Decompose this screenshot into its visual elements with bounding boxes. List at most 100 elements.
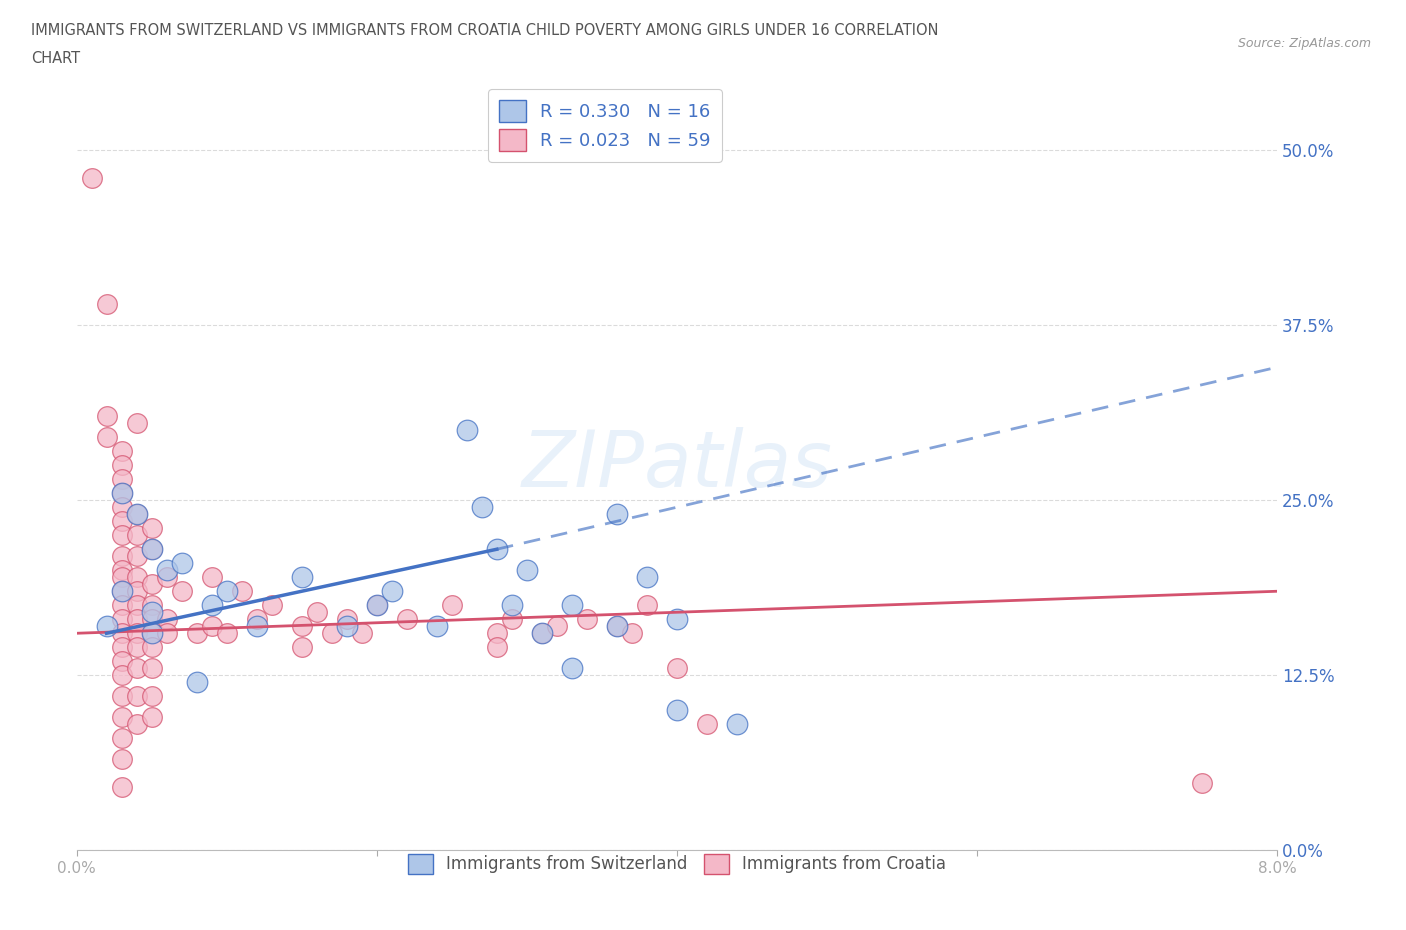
Point xyxy=(125,507,148,522)
Text: ZIPatlas: ZIPatlas xyxy=(522,427,832,503)
Point xyxy=(141,612,163,627)
Point xyxy=(125,570,148,585)
Point xyxy=(110,485,132,500)
Point xyxy=(155,570,177,585)
Point xyxy=(141,542,163,557)
Point xyxy=(141,521,163,536)
Point xyxy=(456,423,478,438)
Point xyxy=(96,430,118,445)
Point xyxy=(125,584,148,599)
Point xyxy=(155,612,177,627)
Point xyxy=(485,626,508,641)
Point xyxy=(125,612,148,627)
Point xyxy=(141,542,163,557)
Point xyxy=(96,297,118,312)
Point xyxy=(155,626,177,641)
Point xyxy=(636,570,658,585)
Point xyxy=(201,598,224,613)
Point xyxy=(110,668,132,683)
Point xyxy=(96,409,118,424)
Text: CHART: CHART xyxy=(31,51,80,66)
Point xyxy=(725,717,748,732)
Point xyxy=(336,618,359,633)
Point xyxy=(110,485,132,500)
Point xyxy=(665,703,688,718)
Point xyxy=(321,626,343,641)
Point xyxy=(575,612,598,627)
Point xyxy=(366,598,388,613)
Point xyxy=(395,612,418,627)
Point xyxy=(125,416,148,431)
Point xyxy=(426,618,449,633)
Text: IMMIGRANTS FROM SWITZERLAND VS IMMIGRANTS FROM CROATIA CHILD POVERTY AMONG GIRLS: IMMIGRANTS FROM SWITZERLAND VS IMMIGRANT… xyxy=(31,23,938,38)
Point xyxy=(141,598,163,613)
Point xyxy=(110,612,132,627)
Point xyxy=(530,626,553,641)
Point xyxy=(110,549,132,564)
Point xyxy=(110,751,132,766)
Point xyxy=(381,584,404,599)
Point xyxy=(606,507,628,522)
Point xyxy=(215,626,238,641)
Point xyxy=(201,570,224,585)
Point xyxy=(485,542,508,557)
Point xyxy=(110,458,132,472)
Point xyxy=(606,618,628,633)
Point xyxy=(231,584,253,599)
Point xyxy=(125,528,148,543)
Point xyxy=(501,612,523,627)
Point xyxy=(366,598,388,613)
Point xyxy=(170,584,193,599)
Point xyxy=(291,618,314,633)
Point xyxy=(125,689,148,704)
Point xyxy=(155,563,177,578)
Point xyxy=(246,612,269,627)
Point xyxy=(440,598,463,613)
Point xyxy=(110,528,132,543)
Point xyxy=(291,640,314,655)
Point xyxy=(305,604,328,619)
Point xyxy=(561,598,583,613)
Point xyxy=(110,444,132,458)
Point xyxy=(110,731,132,746)
Point xyxy=(246,618,269,633)
Point xyxy=(561,661,583,676)
Legend: Immigrants from Switzerland, Immigrants from Croatia: Immigrants from Switzerland, Immigrants … xyxy=(401,847,953,881)
Point xyxy=(125,626,148,641)
Point xyxy=(110,570,132,585)
Point xyxy=(186,675,208,690)
Point xyxy=(125,507,148,522)
Point xyxy=(125,640,148,655)
Point xyxy=(125,598,148,613)
Point xyxy=(260,598,283,613)
Point xyxy=(110,626,132,641)
Point xyxy=(471,499,494,514)
Point xyxy=(141,689,163,704)
Point xyxy=(201,618,224,633)
Point xyxy=(665,612,688,627)
Text: Source: ZipAtlas.com: Source: ZipAtlas.com xyxy=(1237,37,1371,50)
Point xyxy=(350,626,373,641)
Point xyxy=(636,598,658,613)
Point xyxy=(141,710,163,724)
Point xyxy=(125,661,148,676)
Point xyxy=(96,618,118,633)
Point xyxy=(110,499,132,514)
Point xyxy=(110,598,132,613)
Point xyxy=(170,556,193,571)
Point xyxy=(620,626,643,641)
Point xyxy=(546,618,568,633)
Point xyxy=(110,689,132,704)
Point xyxy=(485,640,508,655)
Point xyxy=(501,598,523,613)
Point xyxy=(141,577,163,591)
Point xyxy=(141,626,163,641)
Point xyxy=(80,171,103,186)
Point xyxy=(110,472,132,486)
Point xyxy=(110,563,132,578)
Point xyxy=(110,640,132,655)
Point xyxy=(110,513,132,528)
Point xyxy=(606,618,628,633)
Point xyxy=(110,780,132,795)
Point xyxy=(665,661,688,676)
